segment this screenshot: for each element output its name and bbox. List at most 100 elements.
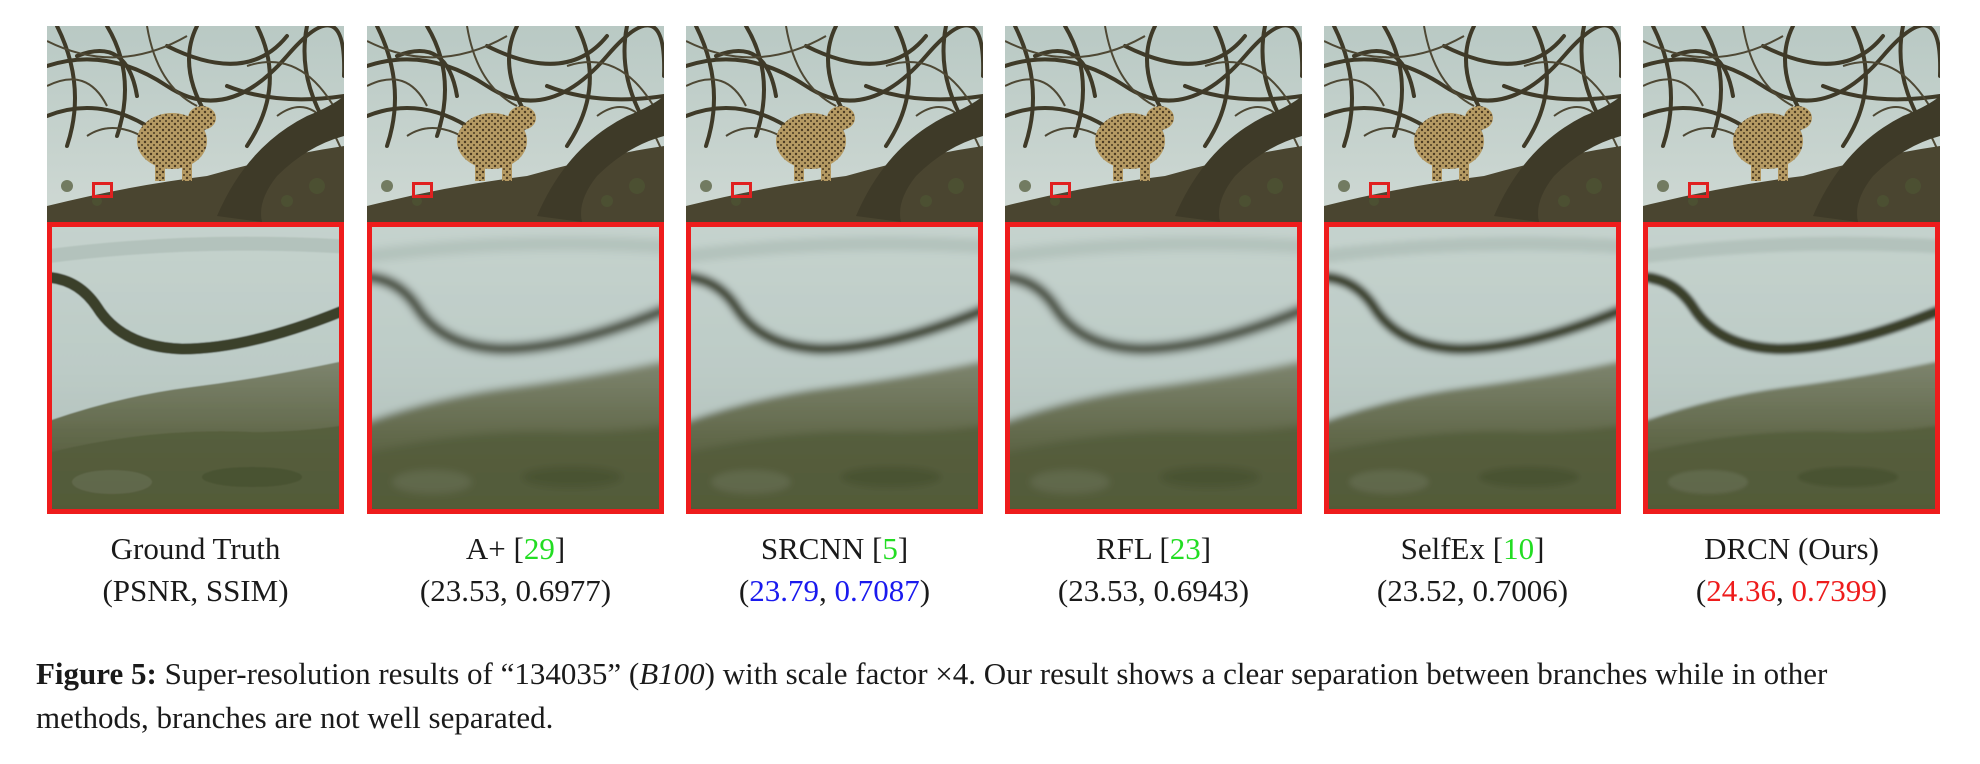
citation-link[interactable]: 23 (1169, 531, 1201, 566)
method-line: SelfEx [10] (1324, 528, 1621, 570)
roi-box (1050, 182, 1071, 198)
ref-open: [ (1492, 531, 1504, 566)
result-panel: RFL [23] (23.53, 0.6943) (1005, 26, 1302, 612)
metric-line: (23.52, 0.7006) (1324, 570, 1621, 612)
method-name: RFL (1095, 531, 1160, 566)
roi-box (1369, 182, 1390, 198)
metric-close: ) (278, 573, 289, 608)
citation-link[interactable]: 5 (882, 531, 898, 566)
metric-line: (23.79, 0.7087) (686, 570, 983, 612)
zoomed-crop-image (372, 227, 659, 509)
zoomed-crop (686, 222, 983, 514)
zoomed-crop (1643, 222, 1940, 514)
psnr-value: 24.36 (1706, 573, 1776, 608)
panel-caption: RFL [23] (23.53, 0.6943) (1005, 528, 1302, 612)
psnr-value: 23.79 (749, 573, 819, 608)
roi-box (412, 182, 433, 198)
figure-label: Figure 5: (36, 656, 157, 691)
metric-open: ( (1376, 573, 1388, 608)
panel-caption: SelfEx [10] (23.52, 0.7006) (1324, 528, 1621, 612)
thumbnail (1005, 26, 1302, 222)
thumbnail (1324, 26, 1621, 222)
metric-open: ( (738, 573, 750, 608)
thumbnail (367, 26, 664, 222)
metric-close: ) (600, 573, 612, 608)
thumbnail-image (1324, 26, 1621, 222)
caption-dataset: B100 (639, 656, 705, 691)
metric-close: ) (1238, 573, 1250, 608)
method-name: A+ (465, 531, 514, 566)
result-panel: Ground Truth (PSNR, SSIM) (47, 26, 344, 612)
thumbnail (1643, 26, 1940, 222)
metric-sep: , (1776, 573, 1792, 608)
method-name: Ground Truth (110, 531, 281, 566)
thumbnail-image (1643, 26, 1940, 222)
ref-close: ] (554, 531, 566, 566)
ref-close: ] (897, 531, 909, 566)
ssim-value: 0.7006 (1472, 573, 1558, 608)
metric-sep: , (1457, 573, 1473, 608)
panel-caption: SRCNN [5] (23.79, 0.7087) (686, 528, 983, 612)
roi-box (731, 182, 752, 198)
caption-text-1: Super-resolution results of “134035” ( (156, 656, 640, 691)
thumbnail (686, 26, 983, 222)
citation-link[interactable]: 29 (523, 531, 555, 566)
metric-close: ) (1876, 573, 1888, 608)
method-line: RFL [23] (1005, 528, 1302, 570)
method-name: SRCNN (760, 531, 872, 566)
ref-open: [ (513, 531, 524, 566)
panel-caption: A+ [29] (23.53, 0.6977) (367, 528, 664, 612)
ssim-value: 0.7399 (1791, 573, 1877, 608)
metric-line: (24.36, 0.7399) (1643, 570, 1940, 612)
psnr-value: 23.52 (1387, 573, 1457, 608)
caption-text-2: ) with scale factor ×4. Our result shows… (36, 656, 1828, 735)
metric-line: (23.53, 0.6943) (1005, 570, 1302, 612)
method-line: Ground Truth (47, 528, 344, 570)
method-line: SRCNN [5] (686, 528, 983, 570)
metric-open: ( (102, 573, 113, 608)
zoomed-crop (1324, 222, 1621, 514)
psnr-value: PSNR (112, 573, 191, 608)
result-panel: SelfEx [10] (23.52, 0.7006) (1324, 26, 1621, 612)
ref-close: ] (1534, 531, 1545, 566)
result-panel: A+ [29] (23.53, 0.6977) (367, 26, 664, 612)
metric-sep: , (190, 573, 206, 608)
ref-open: [ (871, 531, 883, 566)
ref-close: ] (1200, 531, 1212, 566)
roi-box (1688, 182, 1709, 198)
metric-sep: , (819, 573, 835, 608)
zoomed-crop-image (1648, 227, 1935, 509)
citation-link[interactable]: 10 (1503, 531, 1535, 566)
figure-caption: Figure 5: Super-resolution results of “1… (36, 652, 1936, 740)
metric-open: ( (419, 573, 431, 608)
thumbnail-image (367, 26, 664, 222)
metric-sep: , (500, 573, 516, 608)
ssim-value: 0.6977 (515, 573, 601, 608)
psnr-value: 23.53 (430, 573, 500, 608)
result-panel: SRCNN [5] (23.79, 0.7087) (686, 26, 983, 612)
ssim-value: 0.6943 (1153, 573, 1239, 608)
metric-close: ) (1557, 573, 1569, 608)
zoomed-crop-image (691, 227, 978, 509)
zoomed-crop (1005, 222, 1302, 514)
thumbnail-image (1005, 26, 1302, 222)
metric-sep: , (1138, 573, 1154, 608)
metric-open: ( (1057, 573, 1069, 608)
zoomed-crop-image (1010, 227, 1297, 509)
zoomed-crop-image (1329, 227, 1616, 509)
panel-caption: DRCN (Ours) (24.36, 0.7399) (1643, 528, 1940, 612)
method-name: DRCN (Ours) (1704, 531, 1879, 566)
zoomed-crop-image (52, 227, 339, 509)
metric-open: ( (1695, 573, 1707, 608)
roi-box (92, 182, 113, 198)
method-line: DRCN (Ours) (1643, 528, 1940, 570)
panel-caption: Ground Truth (PSNR, SSIM) (47, 528, 344, 612)
metric-line: (PSNR, SSIM) (47, 570, 344, 612)
zoomed-crop (47, 222, 344, 514)
thumbnail-image (686, 26, 983, 222)
ssim-value: 0.7087 (834, 573, 920, 608)
ref-open: [ (1159, 531, 1170, 566)
method-line: A+ [29] (367, 528, 664, 570)
zoomed-crop (367, 222, 664, 514)
ssim-value: SSIM (205, 573, 279, 608)
